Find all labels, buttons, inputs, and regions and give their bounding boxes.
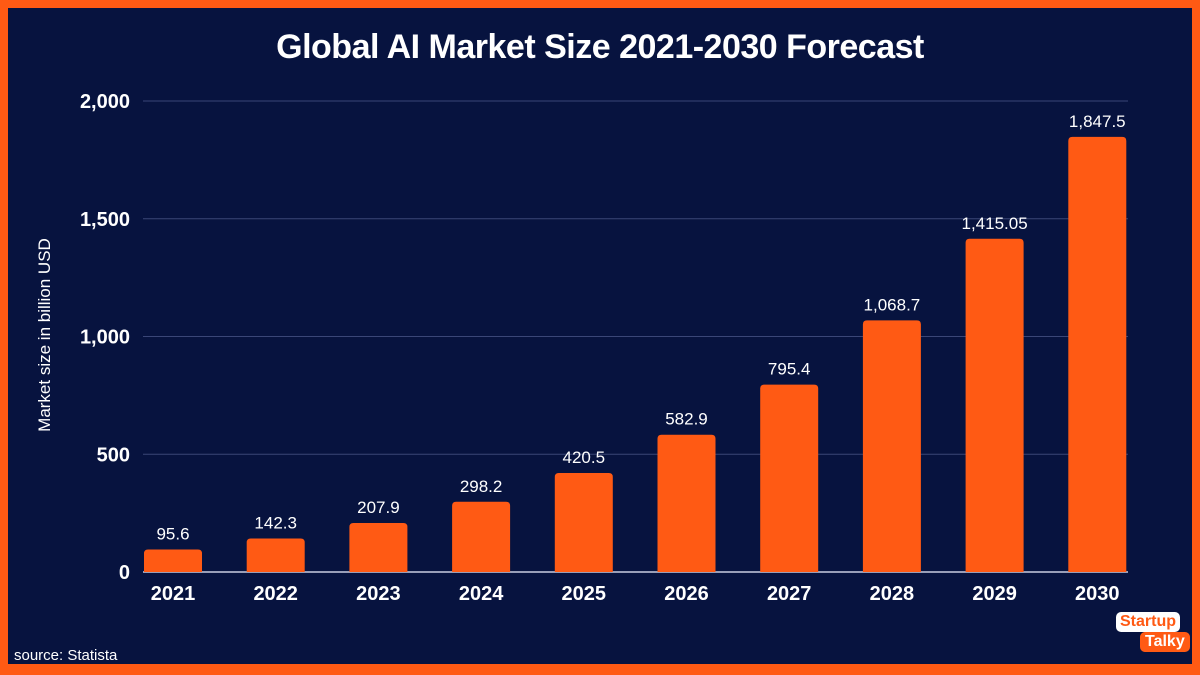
x-tick-label: 2023: [356, 583, 401, 605]
bar-2030: [1068, 136, 1127, 572]
startuptalky-logo: Startup Talky: [1116, 610, 1190, 660]
bar-2027: [760, 384, 819, 572]
chart-title: Global AI Market Size 2021-2030 Forecast: [276, 28, 924, 66]
y-tick-label: 1,500: [80, 209, 130, 231]
bar-2025: [554, 472, 613, 572]
x-tick-label: 2027: [767, 583, 812, 605]
bar-2022: [246, 538, 305, 572]
data-label: 1,415.05: [962, 214, 1028, 233]
logo-text-talky: Talky: [1140, 632, 1190, 652]
x-tick-label: 2029: [972, 583, 1017, 605]
logo-text-startup: Startup: [1116, 612, 1180, 632]
bar-2021: [144, 549, 202, 572]
bar-2024: [452, 501, 511, 572]
data-label: 795.4: [768, 360, 811, 379]
x-tick-label: 2030: [1075, 583, 1120, 605]
data-label: 1,068.7: [864, 295, 921, 314]
y-tick-label: 1,000: [80, 327, 130, 349]
data-label: 95.6: [156, 524, 189, 543]
x-tick-label: 2025: [562, 583, 607, 605]
data-label: 207.9: [357, 498, 400, 517]
x-tick-label: 2026: [664, 583, 709, 605]
data-label: 298.2: [460, 477, 503, 496]
y-tick-label: 2,000: [80, 91, 130, 113]
x-tick-label: 2024: [459, 583, 504, 605]
data-label: 420.5: [563, 448, 606, 467]
y-tick-label: 500: [97, 444, 130, 466]
x-tick-label: 2028: [870, 583, 915, 605]
source-note: source: Statista: [14, 647, 118, 664]
x-tick-label: 2021: [151, 583, 196, 605]
bar-2028: [862, 320, 921, 572]
bar-2026: [657, 434, 716, 572]
bar-2023: [349, 523, 408, 572]
y-tick-label: 0: [119, 562, 130, 584]
bar-2029: [965, 238, 1024, 572]
data-label: 142.3: [254, 513, 297, 532]
x-tick-label: 2022: [253, 583, 298, 605]
data-label: 1,847.5: [1069, 112, 1126, 131]
data-label: 582.9: [665, 410, 708, 429]
